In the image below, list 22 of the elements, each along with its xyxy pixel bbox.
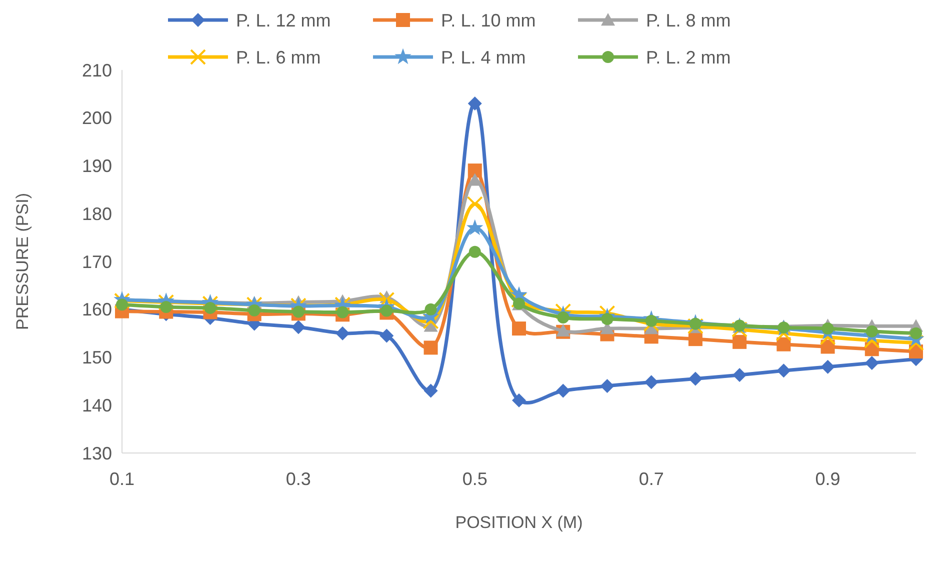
y-tick-label: 210 bbox=[82, 60, 112, 80]
y-tick-label: 130 bbox=[82, 443, 112, 464]
x-tick-label: 0.7 bbox=[638, 469, 664, 489]
y-axis-title: PRESSURE (PSI) bbox=[13, 193, 32, 330]
legend-label: P. L. 6 mm bbox=[236, 47, 321, 68]
legend-label: P. L. 2 mm bbox=[646, 47, 731, 68]
x-tick-label: 0.3 bbox=[286, 469, 311, 489]
y-tick-label: 160 bbox=[82, 300, 112, 320]
y-tick-label: 200 bbox=[82, 108, 112, 128]
legend-label: P. L. 10 mm bbox=[441, 10, 536, 30]
x-tick-label: 0.5 bbox=[462, 469, 488, 489]
y-tick-label: 150 bbox=[82, 348, 112, 368]
y-tick-label: 140 bbox=[82, 395, 112, 416]
x-axis-title: POSITION X (M) bbox=[455, 513, 583, 532]
legend-label: P. L. 12 mm bbox=[236, 10, 331, 30]
x-tick-label: 0.1 bbox=[109, 469, 135, 489]
legend-label: P. L. 4 mm bbox=[441, 47, 526, 68]
y-tick-label: 170 bbox=[82, 252, 112, 272]
x-tick-label: 0.9 bbox=[815, 469, 840, 489]
y-tick-label: 190 bbox=[82, 156, 112, 176]
y-tick-label: 180 bbox=[82, 204, 112, 224]
legend-label: P. L. 8 mm bbox=[646, 10, 731, 30]
